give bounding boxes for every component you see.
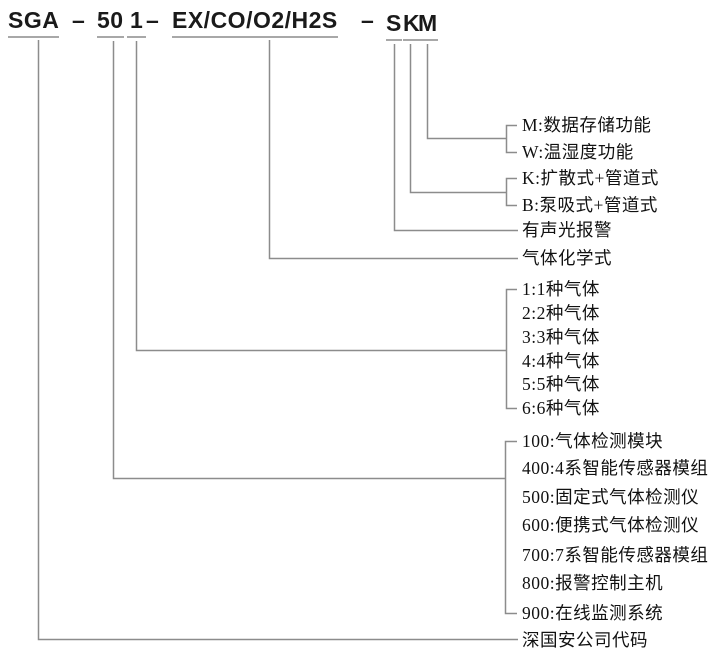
label-gas-count-1: 1:1种气体 [522,279,600,299]
line-company [37,40,518,641]
label-function-w: W:温湿度功能 [522,142,634,162]
code-segment-sampling: K [403,9,421,41]
line-formula [268,40,518,260]
line-function [426,44,517,154]
dash-separator: – [146,7,160,33]
label-gas-count-5: 5:5种气体 [522,374,600,394]
code-segment-formula: EX/CO/O2/H2S [172,6,338,38]
label-series-900: 900:在线监测系统 [522,603,664,623]
label-series-100: 100:气体检测模块 [522,431,664,451]
code-segment-company: SGA [8,6,60,38]
line-sampling [409,44,517,207]
label-series-600: 600:便携式气体检测仪 [522,515,700,535]
label-gas-count-6: 6:6种气体 [522,398,600,418]
label-gas-count-4: 4:4种气体 [522,351,600,371]
label-sampling-k: K:扩散式+管道式 [522,168,659,188]
label-gas-count-2: 2:2种气体 [522,303,600,323]
label-function-m: M:数据存储功能 [522,115,652,135]
code-segment-alarm: S [386,9,402,41]
label-series-500: 500:固定式气体检测仪 [522,487,700,507]
line-gas-count [135,41,517,410]
label-company: 深国安公司代码 [522,630,648,650]
line-series [112,41,517,615]
label-gas-formula: 气体化学式 [522,248,612,268]
dash-separator: – [72,7,86,33]
code-segment-series: 50 [97,6,124,38]
code-segment-function: M [418,9,438,41]
label-series-700: 700:7系智能传感器模组 [522,545,709,565]
label-gas-count-3: 3:3种气体 [522,327,600,347]
label-alarm: 有声光报警 [522,220,612,240]
dash-separator: – [361,7,375,33]
line-alarm [393,44,518,232]
code-segment-gas-count: 1 [127,6,147,38]
label-sampling-b: B:泵吸式+管道式 [522,195,658,215]
label-series-400: 400:4系智能传感器模组 [522,458,709,478]
label-series-800: 800:报警控制主机 [522,573,664,593]
